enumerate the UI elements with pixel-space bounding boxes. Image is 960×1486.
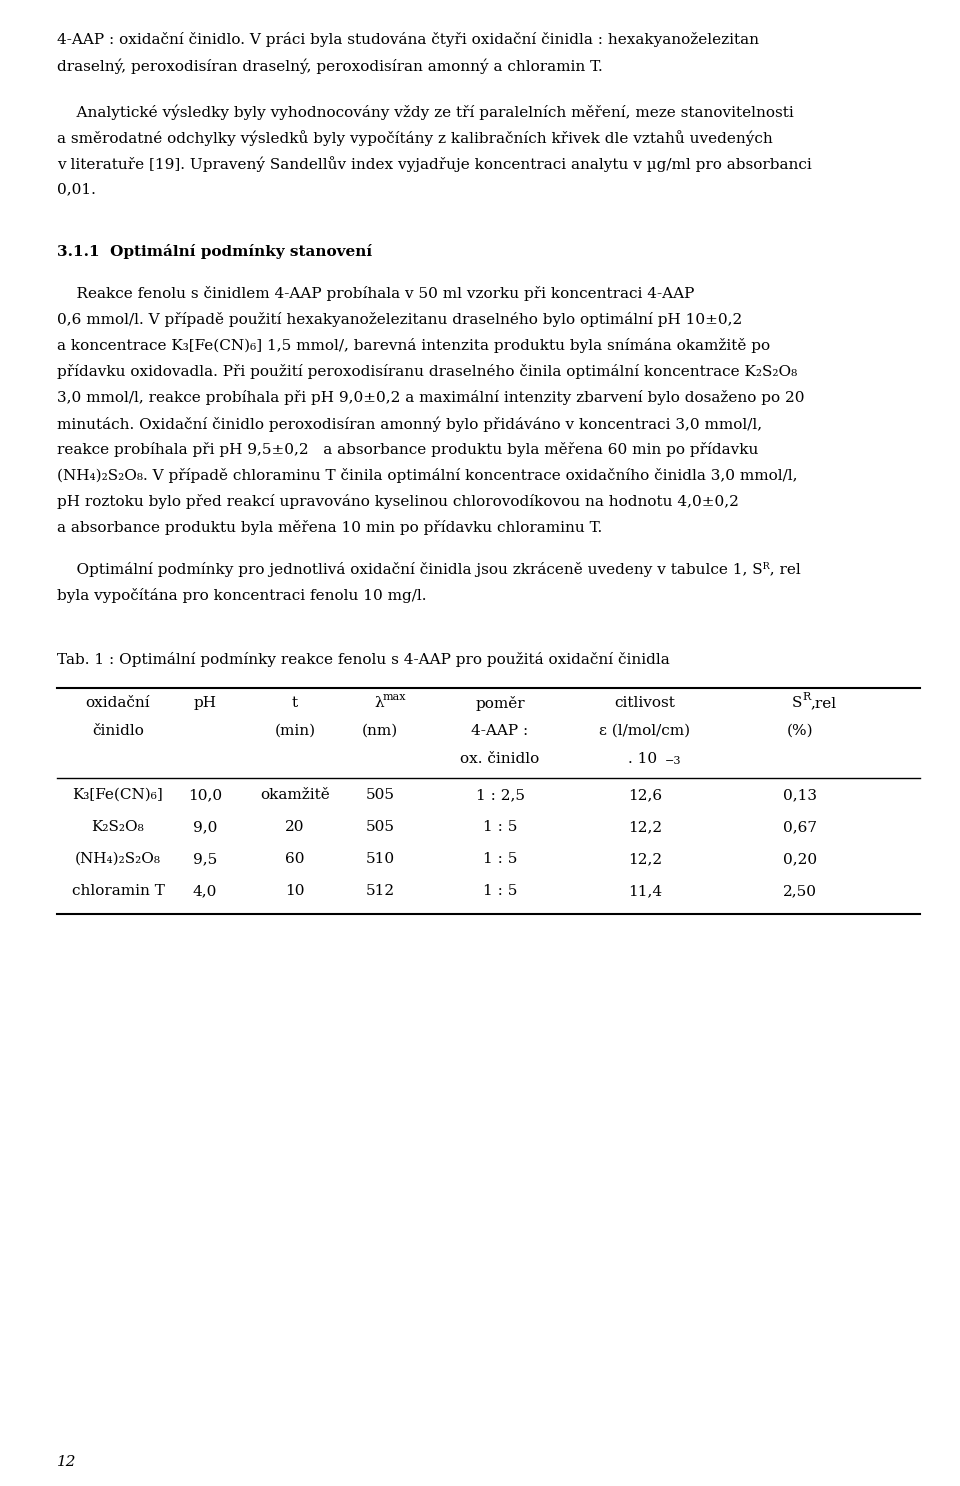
- Text: 10: 10: [285, 884, 304, 898]
- Text: ε (l/mol/cm): ε (l/mol/cm): [599, 724, 690, 739]
- Text: draselný, peroxodisíran draselný, peroxodisíran amonný a chloramin T.: draselný, peroxodisíran draselný, peroxo…: [57, 58, 603, 73]
- Text: (%): (%): [786, 724, 813, 739]
- Text: 512: 512: [366, 884, 395, 898]
- Text: R: R: [802, 692, 810, 701]
- Text: 4,0: 4,0: [193, 884, 217, 898]
- Text: (nm): (nm): [362, 724, 398, 739]
- Text: . 10: . 10: [628, 752, 662, 765]
- Text: Optimální podmínky pro jednotlivá oxidační činidla jsou zkráceně uvedeny v tabul: Optimální podmínky pro jednotlivá oxidač…: [57, 562, 801, 577]
- Text: (min): (min): [275, 724, 316, 739]
- Text: 4-AAP : oxidační činidlo. V práci byla studována čtyři oxidační činidla : hexaky: 4-AAP : oxidační činidlo. V práci byla s…: [57, 33, 759, 48]
- Text: (NH₄)₂S₂O₈. V případě chloraminu T činila optimální koncentrace oxidačního činid: (NH₄)₂S₂O₈. V případě chloraminu T činil…: [57, 468, 798, 483]
- Text: 0,6 mmol/l. V případě použití hexakyanoželezitanu draselného bylo optimální pH 1: 0,6 mmol/l. V případě použití hexakyanož…: [57, 312, 742, 327]
- Text: 60: 60: [285, 851, 304, 866]
- Text: 0,67: 0,67: [783, 820, 817, 834]
- Text: v literatuře [19]. Upravený Sandellův index vyjadřuje koncentraci analytu v µg/m: v literatuře [19]. Upravený Sandellův in…: [57, 156, 812, 172]
- Text: 1 : 5: 1 : 5: [483, 820, 517, 834]
- Text: 0,01.: 0,01.: [57, 181, 96, 196]
- Text: 12: 12: [57, 1455, 77, 1470]
- Text: minutách. Oxidační činidlo peroxodisíran amonný bylo přidáváno v koncentraci 3,0: minutách. Oxidační činidlo peroxodisíran…: [57, 416, 762, 431]
- Text: 12,2: 12,2: [628, 820, 662, 834]
- Text: reakce probíhala při pH 9,5±0,2   a absorbance produktu byla měřena 60 min po př: reakce probíhala při pH 9,5±0,2 a absorb…: [57, 441, 758, 458]
- Text: 20: 20: [285, 820, 304, 834]
- Text: 12,2: 12,2: [628, 851, 662, 866]
- Text: Reakce fenolu s činidlem 4-AAP probíhala v 50 ml vzorku při koncentraci 4-AAP: Reakce fenolu s činidlem 4-AAP probíhala…: [57, 285, 694, 302]
- Text: poměr: poměr: [475, 695, 525, 710]
- Text: Tab. 1 : Optimální podmínky reakce fenolu s 4-AAP pro použitá oxidační činidla: Tab. 1 : Optimální podmínky reakce fenol…: [57, 652, 670, 667]
- Text: chloramin T: chloramin T: [72, 884, 164, 898]
- Text: 12,6: 12,6: [628, 788, 662, 802]
- Text: ,rel: ,rel: [810, 695, 836, 710]
- Text: a absorbance produktu byla měřena 10 min po přídavku chloraminu T.: a absorbance produktu byla měřena 10 min…: [57, 520, 602, 535]
- Text: 1 : 2,5: 1 : 2,5: [475, 788, 524, 802]
- Text: 505: 505: [366, 820, 395, 834]
- Text: 2,50: 2,50: [783, 884, 817, 898]
- Text: 0,20: 0,20: [783, 851, 817, 866]
- Text: pH: pH: [194, 695, 217, 710]
- Text: Analytické výsledky byly vyhodnocovány vždy ze tří paralelních měření, meze stan: Analytické výsledky byly vyhodnocovány v…: [57, 104, 794, 119]
- Text: max: max: [383, 692, 406, 701]
- Text: 510: 510: [366, 851, 395, 866]
- Text: oxidační: oxidační: [85, 695, 151, 710]
- Text: 3.1.1  Optimální podmínky stanovení: 3.1.1 Optimální podmínky stanovení: [57, 244, 372, 259]
- Text: citlivost: citlivost: [614, 695, 676, 710]
- Text: 505: 505: [366, 788, 395, 802]
- Text: 3,0 mmol/l, reakce probíhala při pH 9,0±0,2 a maximální intenzity zbarvení bylo : 3,0 mmol/l, reakce probíhala při pH 9,0±…: [57, 389, 804, 406]
- Text: a koncentrace K₃[Fe(CN)₆] 1,5 mmol/, barevná intenzita produktu byla snímána oka: a koncentrace K₃[Fe(CN)₆] 1,5 mmol/, bar…: [57, 337, 770, 354]
- Text: 11,4: 11,4: [628, 884, 662, 898]
- Text: ox. činidlo: ox. činidlo: [461, 752, 540, 765]
- Text: λ: λ: [374, 695, 384, 710]
- Text: K₂S₂O₈: K₂S₂O₈: [91, 820, 144, 834]
- Text: 1 : 5: 1 : 5: [483, 884, 517, 898]
- Text: 9,0: 9,0: [193, 820, 217, 834]
- Text: t: t: [292, 695, 298, 710]
- Text: přídavku oxidovadla. Při použití peroxodisíranu draselného činila optimální konc: přídavku oxidovadla. Při použití peroxod…: [57, 364, 797, 379]
- Text: činidlo: činidlo: [92, 724, 144, 739]
- Text: pH roztoku bylo před reakcí upravováno kyselinou chlorovodíkovou na hodnotu 4,0±: pH roztoku bylo před reakcí upravováno k…: [57, 493, 739, 510]
- Text: okamžitě: okamžitě: [260, 788, 330, 802]
- Text: 1 : 5: 1 : 5: [483, 851, 517, 866]
- Text: byla vypočítána pro koncentraci fenolu 10 mg/l.: byla vypočítána pro koncentraci fenolu 1…: [57, 588, 426, 603]
- Text: K₃[Fe(CN)₆]: K₃[Fe(CN)₆]: [73, 788, 163, 802]
- Text: a směrodatné odchylky výsledků byly vypočítány z kalibračních křivek dle vztahů : a směrodatné odchylky výsledků byly vypo…: [57, 129, 773, 146]
- Text: (NH₄)₂S₂O₈: (NH₄)₂S₂O₈: [75, 851, 161, 866]
- Text: S: S: [792, 695, 803, 710]
- Text: 0,13: 0,13: [783, 788, 817, 802]
- Text: −3: −3: [665, 756, 682, 765]
- Text: 4-AAP :: 4-AAP :: [471, 724, 529, 739]
- Text: 9,5: 9,5: [193, 851, 217, 866]
- Text: 10,0: 10,0: [188, 788, 222, 802]
